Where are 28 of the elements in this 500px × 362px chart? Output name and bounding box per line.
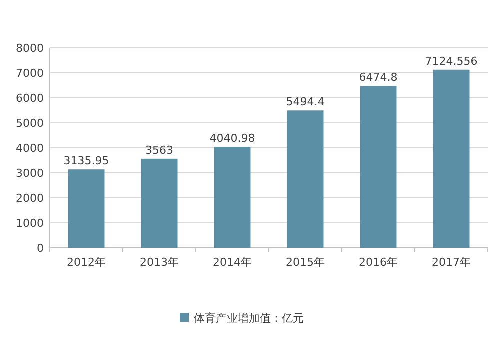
x-tick-label: 2012年 [67, 256, 106, 269]
bar [214, 146, 251, 248]
data-label: 3563 [146, 144, 174, 157]
y-tick-label: 6000 [16, 92, 44, 105]
data-label: 5494.4 [286, 96, 325, 109]
x-tick-label: 2016年 [359, 256, 398, 269]
bar [433, 70, 470, 248]
data-label: 7124.556 [425, 54, 478, 68]
x-tick-label: 2015年 [286, 256, 325, 269]
bar [360, 86, 397, 248]
bar [287, 110, 324, 248]
x-tick-label: 2013年 [140, 256, 179, 269]
x-tick-label: 2014年 [213, 256, 252, 269]
legend-label: 体育产业增加值：亿元 [194, 312, 304, 325]
y-tick-label: 0 [37, 242, 44, 255]
bar [141, 158, 178, 248]
data-label: 6474.8 [359, 71, 398, 84]
y-tick-label: 8000 [16, 42, 44, 55]
y-tick-label: 1000 [16, 217, 44, 230]
data-label: 3135.95 [64, 154, 110, 168]
bar [68, 170, 105, 248]
x-tick-label: 2017年 [432, 256, 471, 269]
y-tick-label: 4000 [16, 142, 44, 155]
y-tick-label: 3000 [16, 167, 44, 180]
y-tick-label: 5000 [16, 117, 44, 130]
data-label: 4040.98 [210, 132, 256, 145]
y-tick-label: 7000 [16, 67, 44, 80]
y-tick-label: 2000 [16, 192, 44, 205]
